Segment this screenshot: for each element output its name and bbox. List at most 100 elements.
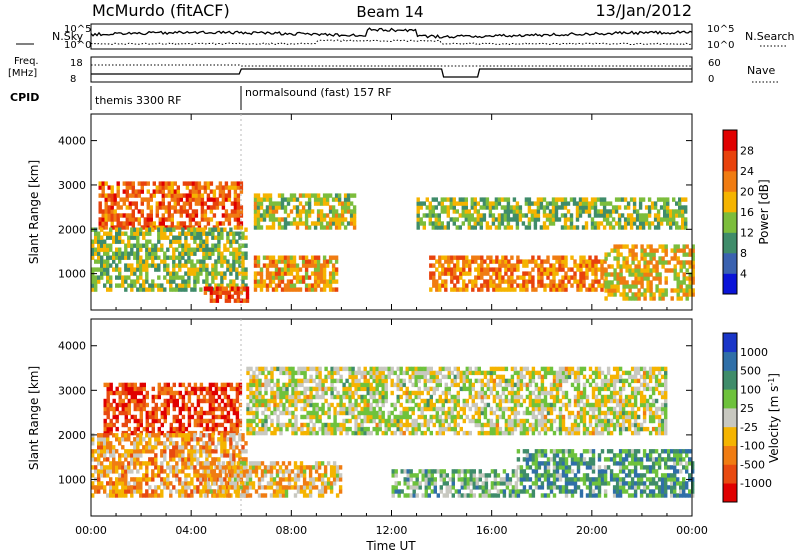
power-colorbar-tick: 8 <box>740 247 747 260</box>
heatmap-cell-3 <box>301 263 306 268</box>
heatmap-cell-1 <box>229 231 233 236</box>
heatmap-cell-1 <box>127 275 131 280</box>
heatmap-cell-3 <box>402 414 406 420</box>
heatmap-cell-3 <box>381 386 385 392</box>
heatmap-cell-1 <box>103 283 107 288</box>
heatmap-cell-3 <box>378 426 382 432</box>
heatmap-cell-3 <box>268 259 273 264</box>
heatmap-cell-3 <box>276 414 280 420</box>
heatmap-cell-6 <box>588 255 592 260</box>
heatmap-cell-3 <box>321 402 325 408</box>
heatmap-cell-6 <box>492 267 496 272</box>
heatmap-cell-3 <box>378 422 382 428</box>
heatmap-cell-3 <box>354 406 358 412</box>
heatmap-cell-7 <box>661 264 665 269</box>
heatmap-cell-4 <box>325 213 330 218</box>
heatmap-cell-0 <box>106 422 110 428</box>
heatmap-cell-1 <box>100 481 104 486</box>
heatmap-cell-6 <box>450 267 454 272</box>
heatmap-cell-1 <box>145 287 149 292</box>
heatmap-cell-3 <box>285 398 289 404</box>
heatmap-cell-3 <box>390 382 394 388</box>
heatmap-cell-3 <box>555 394 560 400</box>
heatmap-cell-3 <box>417 394 421 400</box>
heatmap-cell-3 <box>453 366 457 372</box>
heatmap-cell-6 <box>543 287 547 292</box>
heatmap-cell-3 <box>384 378 388 384</box>
heatmap-cell-0 <box>196 410 201 416</box>
heatmap-cell-0 <box>187 422 192 428</box>
heatmap-cell-3 <box>270 422 274 428</box>
heatmap-cell-3 <box>253 271 258 276</box>
heatmap-cell-3 <box>549 406 554 412</box>
heatmap-cell-1 <box>124 453 128 458</box>
heatmap-cell-1 <box>133 477 137 482</box>
heatmap-cell-2 <box>284 469 289 474</box>
heatmap-cell-3 <box>468 394 472 400</box>
heatmap-cell-2 <box>332 477 337 482</box>
heatmap-cell-0 <box>185 213 190 218</box>
heatmap-cell-1 <box>142 473 146 478</box>
heatmap-cell-1 <box>130 457 134 462</box>
heatmap-cell-0 <box>214 386 219 392</box>
heatmap-cell-1 <box>136 437 140 442</box>
heatmap-cell-5 <box>617 221 622 226</box>
heatmap-cell-0 <box>101 221 105 226</box>
heatmap-cell-1 <box>208 251 212 256</box>
heatmap-cell-1 <box>220 283 224 288</box>
heatmap-cell-0 <box>145 430 149 436</box>
heatmap-cell-3 <box>268 263 273 268</box>
heatmap-cell-3 <box>366 406 370 412</box>
heatmap-cell-3 <box>303 430 307 436</box>
heatmap-cell-6 <box>537 263 541 268</box>
heatmap-cell-3 <box>274 271 279 276</box>
power-colorbar-tick: 12 <box>740 227 754 240</box>
heatmap-cell-4 <box>322 213 327 218</box>
heatmap-cell-3 <box>456 366 460 372</box>
heatmap-cell-2 <box>323 473 328 478</box>
heatmap-cell-5 <box>506 197 511 202</box>
heatmap-cell-3 <box>363 386 367 392</box>
heatmap-cell-3 <box>531 370 536 376</box>
heatmap-cell-2 <box>278 477 283 482</box>
heatmap-cell-3 <box>327 414 331 420</box>
heatmap-cell-5 <box>458 225 462 230</box>
heatmap-cell-1 <box>217 243 221 248</box>
heatmap-cell-7 <box>625 268 629 273</box>
heatmap-cell-1 <box>196 267 200 272</box>
heatmap-cell-7 <box>616 256 620 261</box>
heatmap-cell-0 <box>107 217 111 222</box>
heatmap-cell-3 <box>489 430 494 436</box>
heatmap-cell-3 <box>549 402 554 408</box>
heatmap-cell-2 <box>245 485 250 490</box>
heatmap-cell-3 <box>348 370 352 376</box>
heatmap-cell-1 <box>160 227 164 232</box>
heatmap-cell-5 <box>419 221 423 226</box>
heatmap-cell-3 <box>438 418 442 424</box>
heatmap-cell-3 <box>297 394 301 400</box>
heatmap-cell-2 <box>248 465 253 470</box>
heatmap-cell-1 <box>184 271 188 276</box>
heatmap-cell-3 <box>246 366 250 372</box>
heatmap-cell-4 <box>319 225 324 230</box>
heatmap-cell-6 <box>585 259 589 264</box>
heatmap-cell-4 <box>316 221 321 226</box>
heatmap-cell-1 <box>154 263 158 268</box>
heatmap-cell-0 <box>106 414 110 420</box>
heatmap-cell-0 <box>187 406 192 412</box>
heatmap-cell-4 <box>256 221 261 226</box>
heatmap-cell-2 <box>206 286 211 291</box>
heatmap-cell-1 <box>199 449 203 454</box>
heatmap-cell-1 <box>190 251 194 256</box>
heatmap-cell-3 <box>471 386 475 392</box>
heatmap-cell-1 <box>163 231 167 236</box>
heatmap-cell-7 <box>625 280 629 285</box>
heatmap-cell-3 <box>249 386 253 392</box>
heatmap-cell-4 <box>292 193 297 198</box>
heatmap-cell-0 <box>115 418 119 424</box>
heatmap-cell-0 <box>172 382 176 388</box>
heatmap-cell-3 <box>301 279 306 284</box>
heatmap-cell-1 <box>187 437 191 442</box>
heatmap-cell-1 <box>181 489 185 494</box>
heatmap-cell-1 <box>103 469 107 474</box>
